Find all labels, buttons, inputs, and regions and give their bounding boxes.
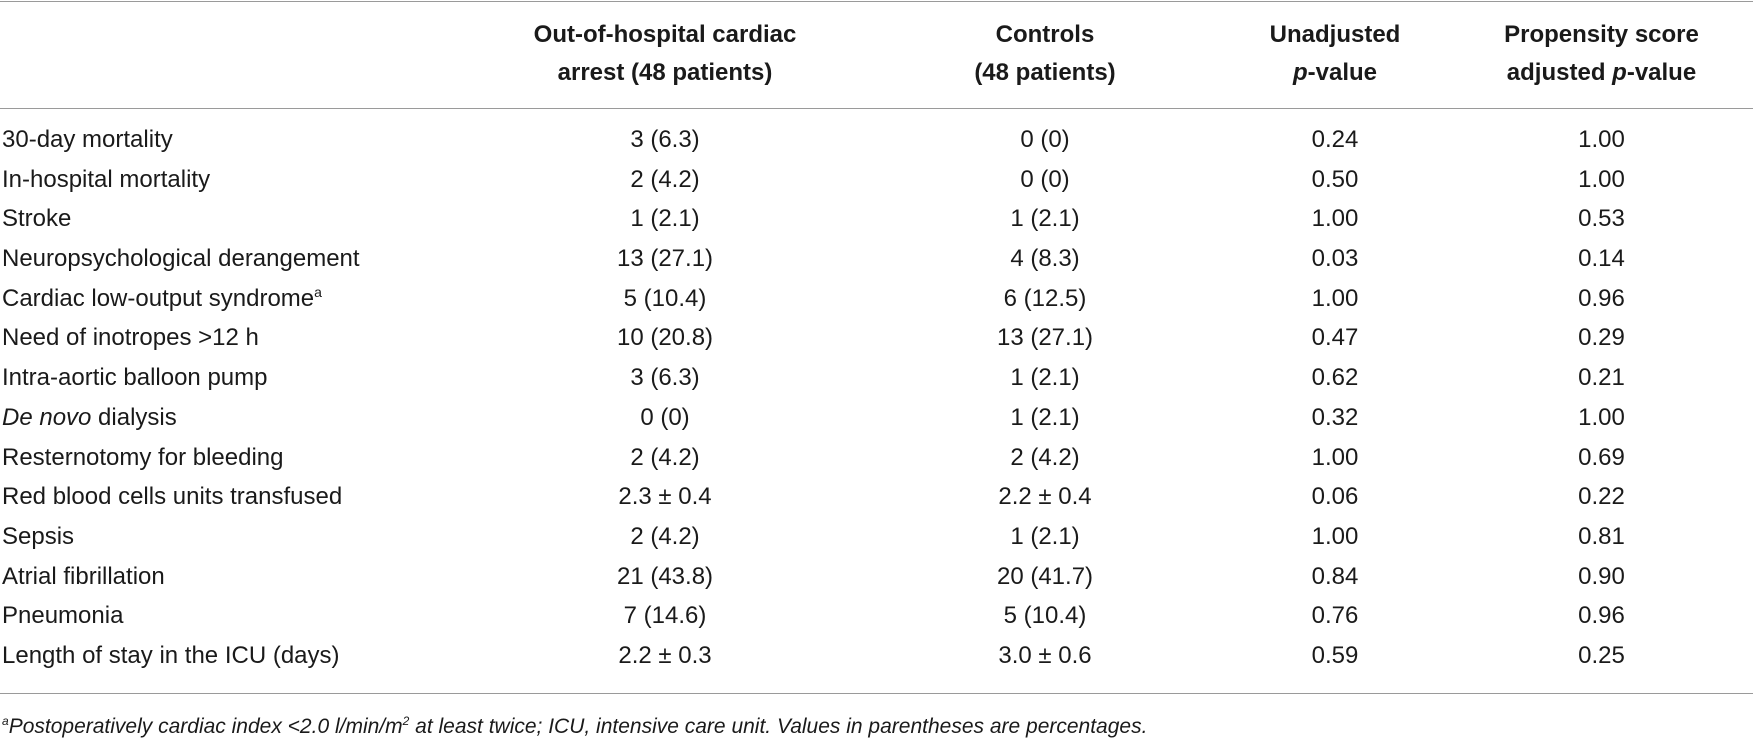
cell-controls: 2.2 ± 0.4 <box>998 483 1092 511</box>
cell-controls: 6 (12.5) <box>1003 284 1087 312</box>
header-rule <box>0 108 1753 109</box>
cell-unadjusted-p: 1.00 <box>1311 205 1359 233</box>
cell-unadjusted-p: 0.47 <box>1311 324 1359 352</box>
cell-unadjusted-p: 1.00 <box>1311 443 1359 471</box>
header-ohca: Out-of-hospital cardiac arrest (48 patie… <box>533 21 797 86</box>
header-controls: Controls (48 patients) <box>974 21 1116 86</box>
cell-unadjusted-p: 0.03 <box>1311 245 1359 273</box>
row-label: Neuropsychological derangement <box>2 245 360 273</box>
cell-unadjusted-p: 1.00 <box>1311 522 1359 550</box>
cell-controls: 0 (0) <box>1020 126 1070 153</box>
cell-controls: 1 (2.1) <box>1010 205 1080 233</box>
cell-adjusted-p: 0.90 <box>1578 562 1625 590</box>
row-label: Cardiac low-output syndromea <box>2 283 322 312</box>
cell-controls: 1 (2.1) <box>1010 364 1080 392</box>
cell-controls: 20 (41.7) <box>996 562 1094 590</box>
cell-controls: 5 (10.4) <box>1003 602 1087 630</box>
table-row: Resternotomy for bleeding 2 (4.2) 2 (4.2) 1… <box>0 438 1753 478</box>
header-adjusted-p: Propensity score adjusted p-value <box>1504 21 1699 86</box>
cell-controls: 2 (4.2) <box>1010 443 1080 471</box>
table-row: Sepsis 2 (4.2) 1 (2.1) 1.00 0.81 <box>0 517 1753 557</box>
cell-adjusted-p: 0.29 <box>1578 324 1625 352</box>
cell-controls: 13 (27.1) <box>996 324 1094 352</box>
table-row: Neuropsychological derangement 13 (27.1) 4… <box>0 239 1753 279</box>
table-row: Red blood cells units transfused 2.3 ± 0.… <box>0 477 1753 517</box>
cell-ohca: 3 (6.3) <box>630 126 700 153</box>
row-label: 30-day mortality <box>2 126 173 153</box>
cell-adjusted-p: 0.81 <box>1578 522 1625 550</box>
cell-adjusted-p: 0.53 <box>1578 205 1625 233</box>
cell-unadjusted-p: 0.59 <box>1311 641 1359 669</box>
table-row: De novo dialysis 0 (0) 1 (2.1) 0.32 1.00 <box>0 398 1753 438</box>
table-row: Need of inotropes >12 h 10 (20.8) 13 (27.1… <box>0 318 1753 358</box>
cell-unadjusted-p: 0.50 <box>1311 165 1359 193</box>
cell-ohca: 2 (4.2) <box>630 165 700 193</box>
cell-controls: 3.0 ± 0.6 <box>998 641 1092 669</box>
table-row: 30-day mortality 3 (6.3) 0 (0) 0.24 1.00 <box>0 120 1753 160</box>
cell-adjusted-p: 1.00 <box>1578 403 1625 431</box>
table-row: In-hospital mortality 2 (4.2) 0 (0) 0.50 1.0… <box>0 160 1753 200</box>
cell-unadjusted-p: 0.06 <box>1311 483 1359 511</box>
cell-ohca: 13 (27.1) <box>616 245 714 273</box>
cell-ohca: 10 (20.8) <box>616 324 714 352</box>
table-row: Intra-aortic balloon pump 3 (6.3) 1 (2.1) 0… <box>0 358 1753 398</box>
row-label: Pneumonia <box>2 602 124 630</box>
cell-ohca: 2.3 ± 0.4 <box>618 483 712 511</box>
cell-adjusted-p: 0.21 <box>1578 364 1625 392</box>
cell-unadjusted-p: 0.62 <box>1311 364 1359 392</box>
row-label: Need of inotropes >12 h <box>2 324 259 352</box>
cell-unadjusted-p: 0.76 <box>1311 602 1359 630</box>
cell-controls: 1 (2.1) <box>1010 403 1080 431</box>
row-label: Length of stay in the ICU (days) <box>2 641 340 669</box>
table-footnote: aPostoperatively cardiac index <2.0 l/mi… <box>2 714 1148 738</box>
cell-adjusted-p: 0.96 <box>1578 284 1625 312</box>
row-label: Stroke <box>2 205 72 233</box>
table-bottom-rule <box>0 693 1753 694</box>
cell-ohca: 2 (4.2) <box>630 522 700 550</box>
row-label: Intra-aortic balloon pump <box>2 364 268 392</box>
cell-adjusted-p: 0.22 <box>1578 483 1625 511</box>
table-row: Pneumonia 7 (14.6) 5 (10.4) 0.76 0.96 <box>0 596 1753 636</box>
cell-unadjusted-p: 0.24 <box>1311 126 1359 153</box>
row-label: Resternotomy for bleeding <box>2 443 284 471</box>
table-row: Cardiac low-output syndromea 5 (10.4) 6 (1… <box>0 279 1753 319</box>
cell-adjusted-p: 0.96 <box>1578 602 1625 630</box>
table-row: Atrial fibrillation 21 (43.8) 20 (41.7) 0.8… <box>0 557 1753 597</box>
cell-unadjusted-p: 0.32 <box>1311 403 1359 431</box>
table-row: Stroke 1 (2.1) 1 (2.1) 1.00 0.53 <box>0 199 1753 239</box>
cell-adjusted-p: 1.00 <box>1578 165 1625 193</box>
table-row: Length of stay in the ICU (days) 2.2 ± 0.… <box>0 636 1753 676</box>
cell-ohca: 21 (43.8) <box>616 562 714 590</box>
cell-ohca: 0 (0) <box>640 403 690 431</box>
cell-adjusted-p: 0.25 <box>1578 641 1625 669</box>
cell-adjusted-p: 0.14 <box>1578 245 1625 273</box>
cell-adjusted-p: 1.00 <box>1578 126 1625 153</box>
cell-ohca: 7 (14.6) <box>623 602 707 630</box>
cell-unadjusted-p: 0.84 <box>1311 562 1359 590</box>
table-body: 30-day mortality 3 (6.3) 0 (0) 0.24 1.00 In-h… <box>0 120 1753 676</box>
row-label: Red blood cells units transfused <box>2 483 343 511</box>
cell-ohca: 5 (10.4) <box>623 284 707 312</box>
cell-ohca: 1 (2.1) <box>630 205 700 233</box>
cell-ohca: 2.2 ± 0.3 <box>618 641 712 669</box>
row-label: Atrial fibrillation <box>2 562 165 590</box>
cell-controls: 1 (2.1) <box>1010 522 1080 550</box>
cell-controls: 4 (8.3) <box>1010 245 1080 273</box>
cell-ohca: 2 (4.2) <box>630 443 700 471</box>
cell-adjusted-p: 0.69 <box>1578 443 1625 471</box>
header-unadjusted-p: Unadjusted p-value <box>1269 21 1401 86</box>
row-label: Sepsis <box>2 522 75 550</box>
row-label: In-hospital mortality <box>2 165 211 193</box>
cell-controls: 0 (0) <box>1020 165 1070 193</box>
row-label: De novo dialysis <box>2 403 177 431</box>
cell-unadjusted-p: 1.00 <box>1311 284 1359 312</box>
cell-ohca: 3 (6.3) <box>630 364 700 392</box>
table-top-rule <box>0 1 1753 2</box>
